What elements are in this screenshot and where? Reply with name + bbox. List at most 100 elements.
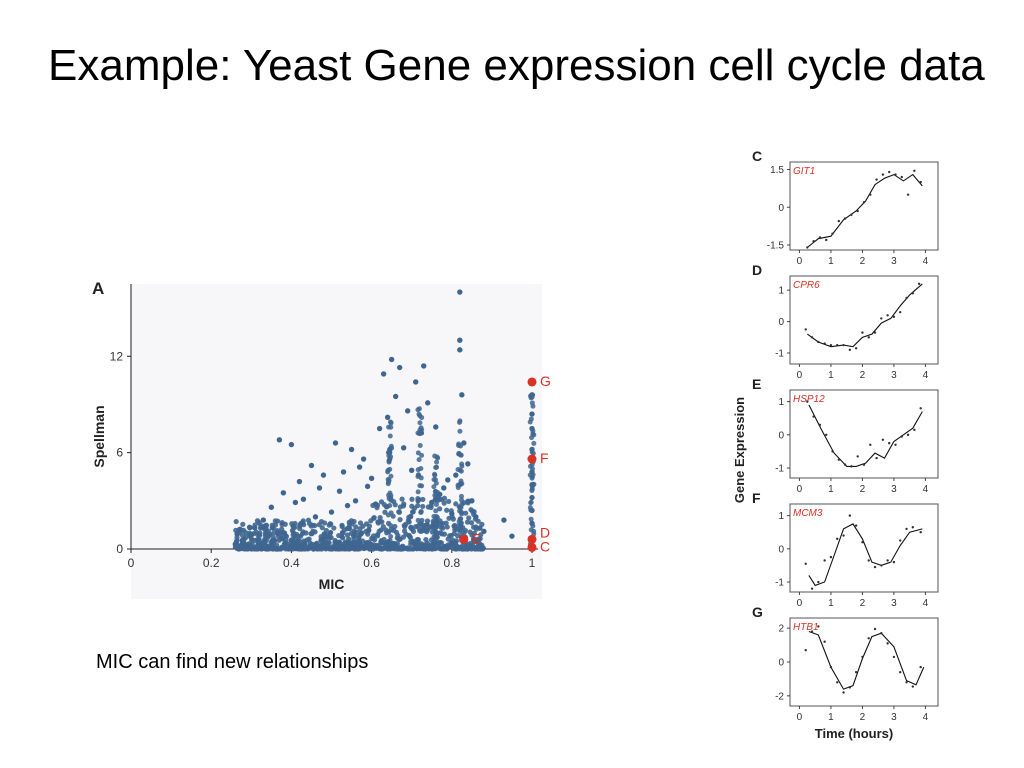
scatter-point [466,515,472,521]
scatter-point [529,507,535,514]
data-point [806,246,809,249]
scatter-point [351,530,357,536]
scatter-point [385,479,391,485]
scatter-dense-band [232,392,537,552]
scatter-point [322,543,328,549]
data-point [886,314,889,317]
data-point [856,455,859,458]
scatter-point [272,537,278,543]
scatter-point [399,496,405,502]
scatter-point [305,517,312,523]
scatter-point [285,546,292,552]
data-point [906,433,910,437]
panel-label: D [752,262,762,278]
scatter-point [421,363,427,369]
scatter-point [531,440,537,446]
scatter-point [509,533,515,539]
scatter-point [458,521,464,527]
data-point [875,456,878,460]
scatter-point [260,517,267,523]
x-tick-label: 0.8 [443,556,460,570]
scatter-point [308,462,315,469]
scatter-point [365,531,371,537]
scatter-point [306,536,312,542]
panel-D: D CPR6 -1 0 1 0 1 2 3 4 [752,262,939,381]
scatter-point [386,543,393,550]
scatter-point [471,536,477,542]
scatter-point [450,516,456,522]
plot-frame [789,617,939,707]
data-point [804,648,807,652]
scatter-point [241,539,247,546]
data-point [886,559,889,562]
panel-F: F MCM3 -1 0 1 0 1 2 3 4 [752,490,939,609]
highlight-point-F [527,454,537,464]
scatter-point [251,525,258,531]
scatter-point [388,473,394,479]
scatter-point [312,529,318,535]
data-point [905,681,908,684]
scatter-point [409,467,415,474]
scatter-point [312,522,318,529]
scatter-point [434,522,440,528]
scatter-point [368,475,375,482]
scatter-point [475,518,481,524]
gene-name: HSP12 [793,394,825,405]
scatter-point [433,424,439,430]
x-tick-label: 4 [923,484,929,495]
scatter-point [344,540,350,547]
scatter-point [351,546,357,552]
scatter-point [453,546,459,552]
scatter-point [417,430,423,437]
highlight-label-D: D [540,524,550,540]
data-point [818,423,822,427]
x-tick-label: 1 [828,484,834,495]
scatter-point [320,472,327,478]
scatter-point [529,494,535,501]
y-tick-label: -1 [775,464,784,475]
scatter-point [529,411,535,417]
scatter-point [409,496,415,502]
scatter-point [308,531,314,537]
scatter-point [358,531,364,537]
data-point [867,637,870,640]
scatter-point [529,469,535,475]
data-point [836,537,839,541]
scatter-point [425,400,431,406]
x-tick-label: 1 [828,598,834,609]
x-tick-label: 0 [797,484,803,495]
scatter-point [406,532,412,538]
scatter-point [528,500,534,506]
scatter-point [387,503,393,509]
data-point [873,565,877,569]
scatter-point [461,440,467,446]
scatter-point [433,496,439,502]
scatter-point [298,545,304,551]
data-point [880,632,883,635]
scatter-point [296,533,302,540]
data-point [831,450,834,453]
scatter-point [415,474,421,480]
scatter-point [316,485,323,491]
highlight-point-D [527,534,537,544]
x-tick-label: 4 [923,256,929,267]
x-tick-label: 0 [797,712,803,723]
scatter-point [528,527,534,533]
scatter-point [467,529,473,535]
scatter-point [346,536,352,542]
scatter-point [409,503,415,509]
data-point [837,458,841,461]
scatter-point [404,545,411,551]
scatter-point [307,540,313,546]
scatter-point [445,542,451,548]
scatter-point [418,521,424,527]
scatter-point [375,519,381,525]
scatter-point [453,472,459,478]
scatter-point [347,525,353,532]
scatter-point [284,540,290,547]
x-tick-label: 0 [797,598,803,609]
scatter-point [340,469,347,475]
scatter-point [441,485,447,491]
scatter-point [394,546,400,552]
y-tick-label: -1.5 [767,240,785,251]
